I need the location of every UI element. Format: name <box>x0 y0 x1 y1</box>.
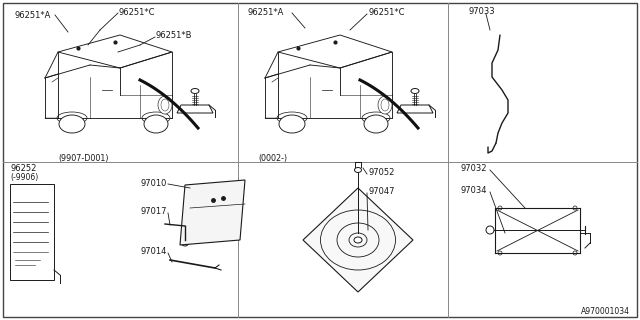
Text: 96251*A: 96251*A <box>14 11 51 20</box>
Text: 96252: 96252 <box>10 164 36 172</box>
Polygon shape <box>303 188 413 292</box>
Ellipse shape <box>354 237 362 243</box>
Text: 96251*B: 96251*B <box>155 30 191 39</box>
Polygon shape <box>180 180 245 245</box>
Text: 97033: 97033 <box>468 6 495 15</box>
Text: 97017: 97017 <box>140 207 166 217</box>
Text: 96251*A: 96251*A <box>247 7 284 17</box>
Circle shape <box>573 206 577 210</box>
Ellipse shape <box>59 115 85 133</box>
Circle shape <box>573 251 577 255</box>
Bar <box>15 265 35 277</box>
Text: 97010: 97010 <box>140 179 166 188</box>
Text: A970001034: A970001034 <box>581 308 630 316</box>
Text: (0002-): (0002-) <box>258 154 287 163</box>
Circle shape <box>486 226 494 234</box>
Text: 97047: 97047 <box>368 188 394 196</box>
Ellipse shape <box>144 115 168 133</box>
Circle shape <box>498 251 502 255</box>
Text: 97014: 97014 <box>140 247 166 257</box>
Ellipse shape <box>279 115 305 133</box>
Text: 96251*C: 96251*C <box>368 7 404 17</box>
Text: 97052: 97052 <box>368 167 394 177</box>
Ellipse shape <box>158 96 172 114</box>
Text: (-9906): (-9906) <box>10 172 38 181</box>
Text: (9907-D001): (9907-D001) <box>58 154 109 163</box>
Bar <box>10 184 54 280</box>
Ellipse shape <box>364 115 388 133</box>
Text: 96251*C: 96251*C <box>118 7 154 17</box>
Ellipse shape <box>378 96 392 114</box>
Text: 97032: 97032 <box>460 164 486 172</box>
Text: 97034: 97034 <box>460 186 486 195</box>
Circle shape <box>498 206 502 210</box>
